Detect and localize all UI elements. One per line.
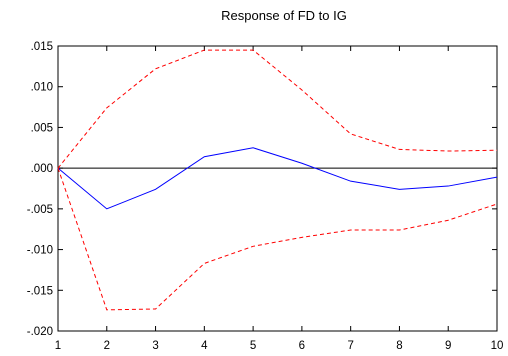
x-tick-label: 7 xyxy=(347,340,353,352)
x-tick-label: 9 xyxy=(445,340,451,352)
x-tick-label: 8 xyxy=(396,340,402,352)
y-tick-label: .000 xyxy=(31,163,53,175)
response-line xyxy=(57,147,498,210)
x-tick-label: 5 xyxy=(250,340,256,352)
chart-title: Response of FD to IG xyxy=(221,8,347,23)
x-tick-label: 3 xyxy=(152,340,158,352)
x-tick-label: 1 xyxy=(55,340,61,352)
y-tick-label: .010 xyxy=(31,82,53,94)
x-tick-label: 4 xyxy=(201,340,208,352)
x-tick-label: 10 xyxy=(491,340,504,352)
y-tick-label: -.005 xyxy=(27,204,53,216)
y-tick-label: -.020 xyxy=(27,326,53,338)
plot-frame xyxy=(57,45,498,332)
x-tick-label: 2 xyxy=(104,340,110,352)
y-tick-label: -.015 xyxy=(27,285,53,297)
y-tick-label: .015 xyxy=(31,41,53,53)
y-tick-label: -.010 xyxy=(27,245,53,257)
y-tick-label: .005 xyxy=(31,122,53,134)
x-tick-label: 6 xyxy=(299,340,305,352)
confidence-band-line-1 xyxy=(57,49,498,169)
confidence-band-line-2 xyxy=(57,167,498,311)
